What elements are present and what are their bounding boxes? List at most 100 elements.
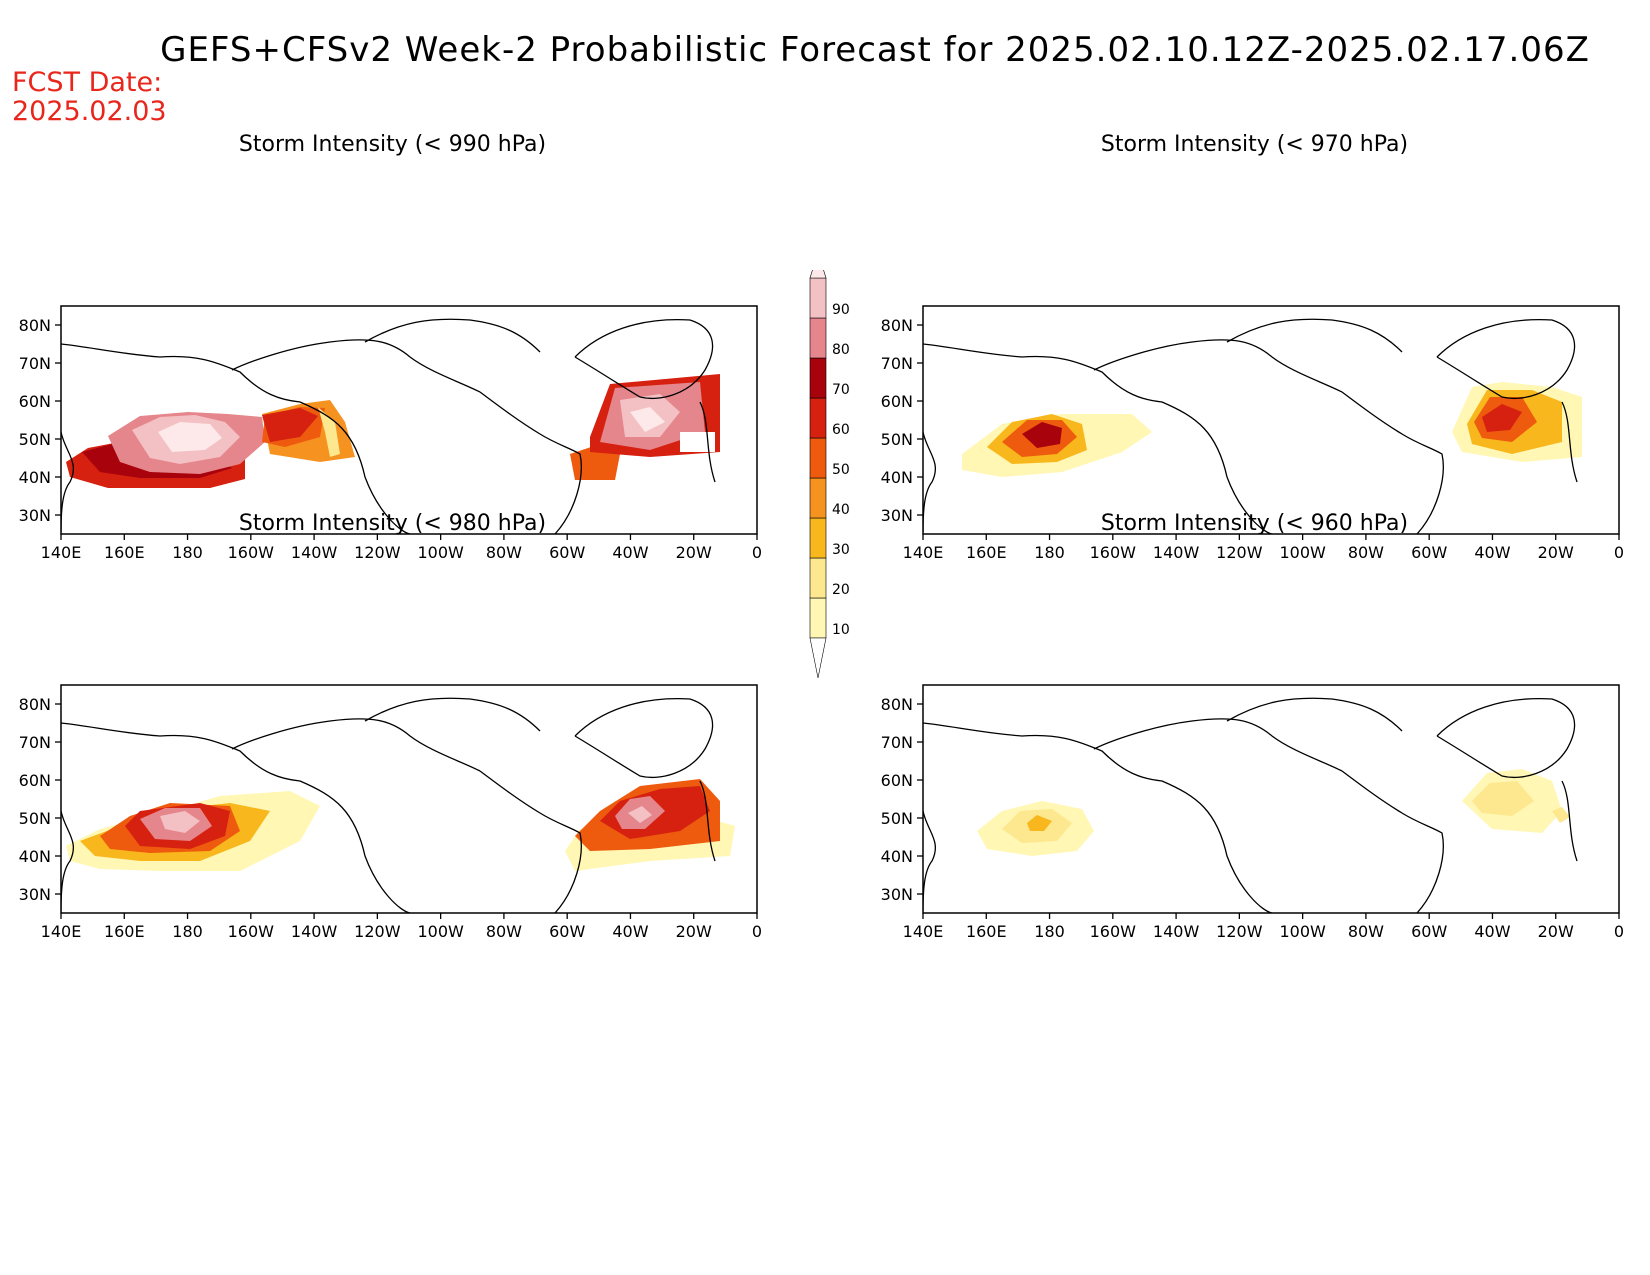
lon-tick-label: 40W bbox=[1474, 922, 1510, 941]
lon-tick-label: 140W bbox=[291, 922, 338, 941]
lon-tick-label: 160E bbox=[104, 543, 145, 562]
lat-tick-label: 30N bbox=[881, 506, 913, 525]
panel-title: Storm Intensity (< 980 hPa) bbox=[238, 511, 547, 536]
lat-tick-label: 50N bbox=[19, 809, 51, 828]
lon-tick-label: 180 bbox=[1034, 922, 1065, 941]
lat-tick-label: 30N bbox=[881, 885, 913, 904]
map-960: 80N 70N 60N 50N 40N 30N 140E 160E 180 160W 140W 120… bbox=[881, 684, 1624, 941]
lon-tick-label: 100W bbox=[417, 922, 464, 941]
coastlines bbox=[61, 697, 716, 913]
colorbar-label: 10 bbox=[832, 622, 850, 638]
colorbar-label: 40 bbox=[832, 502, 850, 518]
colorbar-label: 30 bbox=[832, 542, 850, 558]
lat-tick-label: 80N bbox=[19, 695, 51, 714]
lat-tick-label: 40N bbox=[19, 847, 51, 866]
lon-tick-label: 140W bbox=[1153, 922, 1200, 941]
panel-title: Storm Intensity (< 970 hPa) bbox=[1100, 132, 1409, 157]
lat-tick-label: 40N bbox=[19, 468, 51, 487]
lon-tick-label: 140W bbox=[1153, 543, 1200, 562]
colorbar-segment bbox=[809, 277, 827, 319]
lon-tick-label: 0 bbox=[1614, 922, 1624, 941]
lon-tick-label: 40W bbox=[612, 543, 648, 562]
lat-tick-label: 30N bbox=[19, 885, 51, 904]
lon-tick-label: 60W bbox=[1411, 543, 1447, 562]
lat-tick-label: 80N bbox=[881, 316, 913, 335]
lon-tick-label: 100W bbox=[1279, 922, 1326, 941]
lon-tick-label: 0 bbox=[752, 922, 762, 941]
lon-tick-label: 80W bbox=[1348, 543, 1384, 562]
lat-tick-label: 60N bbox=[881, 771, 913, 790]
lat-tick-label: 40N bbox=[881, 468, 913, 487]
map-990: 80N 70N 60N 50N 40N 30N 140E 160E 180 160W 140W 120… bbox=[19, 305, 762, 562]
plot-frame bbox=[60, 305, 758, 535]
axes: 80N 70N 60N 50N 40N 30N 140E 160E 180 160W 140W 120… bbox=[19, 695, 762, 941]
main-title: GEFS+CFSv2 Week-2 Probabilistic Forecast… bbox=[160, 30, 1590, 70]
lat-tick-label: 50N bbox=[19, 430, 51, 449]
lon-tick-label: 20W bbox=[1538, 922, 1574, 941]
colorbar: 10 20 30 40 50 60 70 80 90 bbox=[809, 270, 850, 679]
lon-tick-label: 160E bbox=[104, 922, 145, 941]
colorbar-bottom-arrow bbox=[809, 637, 827, 679]
lon-tick-label: 100W bbox=[1279, 543, 1326, 562]
colorbar-segment bbox=[809, 517, 827, 559]
lon-tick-label: 180 bbox=[172, 543, 203, 562]
lat-tick-label: 60N bbox=[19, 771, 51, 790]
lon-tick-label: 180 bbox=[172, 922, 203, 941]
lat-tick-label: 70N bbox=[19, 733, 51, 752]
colorbar-segment bbox=[809, 317, 827, 359]
colorbar-label: 70 bbox=[832, 382, 850, 398]
lon-tick-label: 140W bbox=[291, 543, 338, 562]
axes: 80N 70N 60N 50N 40N 30N 140E 160E 180 160W 140W 120… bbox=[881, 316, 1624, 562]
lon-tick-label: 160W bbox=[1090, 543, 1137, 562]
shading bbox=[977, 769, 1570, 856]
colorbar-segment bbox=[809, 357, 827, 399]
colorbar-top-arrow bbox=[809, 270, 827, 279]
lat-tick-label: 40N bbox=[881, 847, 913, 866]
lon-tick-label: 160W bbox=[228, 543, 275, 562]
lon-tick-label: 160W bbox=[228, 922, 275, 941]
lat-tick-label: 50N bbox=[881, 430, 913, 449]
lat-tick-label: 60N bbox=[19, 392, 51, 411]
plot-frame bbox=[922, 305, 1620, 535]
lon-tick-label: 20W bbox=[676, 922, 712, 941]
lon-tick-label: 140E bbox=[903, 543, 944, 562]
lon-tick-label: 120W bbox=[1216, 922, 1263, 941]
lon-tick-label: 80W bbox=[1348, 922, 1384, 941]
colorbar-segment bbox=[809, 477, 827, 519]
lon-tick-label: 60W bbox=[549, 922, 585, 941]
lat-tick-label: 70N bbox=[881, 354, 913, 373]
lon-tick-label: 100W bbox=[417, 543, 464, 562]
forecast-date-label: FCST Date: bbox=[12, 67, 163, 98]
forecast-date-block: FCST Date: 2025.02.03 bbox=[12, 68, 167, 126]
lon-tick-label: 160E bbox=[966, 922, 1007, 941]
axes: 80N 70N 60N 50N 40N 30N 140E 160E 180 160W 140W 120… bbox=[19, 316, 762, 562]
lon-tick-label: 120W bbox=[354, 922, 401, 941]
lon-tick-label: 80W bbox=[486, 543, 522, 562]
lat-tick-label: 70N bbox=[19, 354, 51, 373]
lon-tick-label: 140E bbox=[41, 922, 82, 941]
colorbar-label: 20 bbox=[832, 582, 850, 598]
lat-tick-label: 70N bbox=[881, 733, 913, 752]
colorbar-segment bbox=[809, 597, 827, 639]
lon-tick-label: 160W bbox=[1090, 922, 1137, 941]
lon-tick-label: 120W bbox=[354, 543, 401, 562]
lon-tick-label: 20W bbox=[676, 543, 712, 562]
lon-tick-label: 20W bbox=[1538, 543, 1574, 562]
lon-tick-label: 60W bbox=[549, 543, 585, 562]
lon-tick-label: 40W bbox=[612, 922, 648, 941]
lon-tick-label: 160E bbox=[966, 543, 1007, 562]
lon-tick-label: 0 bbox=[1614, 543, 1624, 562]
axes: 80N 70N 60N 50N 40N 30N 140E 160E 180 160W 140W 120… bbox=[881, 695, 1624, 941]
colorbar-segment bbox=[809, 397, 827, 439]
lon-tick-label: 120W bbox=[1216, 543, 1263, 562]
colorbar-label: 80 bbox=[832, 342, 850, 358]
lon-tick-label: 140E bbox=[903, 922, 944, 941]
map-970: 80N 70N 60N 50N 40N 30N 140E 160E 180 160W 140W 120… bbox=[881, 305, 1624, 562]
forecast-date-value: 2025.02.03 bbox=[12, 96, 167, 127]
map-980: 80N 70N 60N 50N 40N 30N 140E 160E 180 160W 140W 120… bbox=[19, 684, 762, 941]
plot-frame bbox=[60, 684, 758, 914]
shading bbox=[962, 382, 1582, 477]
colorbar-segment bbox=[809, 557, 827, 599]
panel-title: Storm Intensity (< 960 hPa) bbox=[1100, 511, 1409, 536]
lon-tick-label: 40W bbox=[1474, 543, 1510, 562]
